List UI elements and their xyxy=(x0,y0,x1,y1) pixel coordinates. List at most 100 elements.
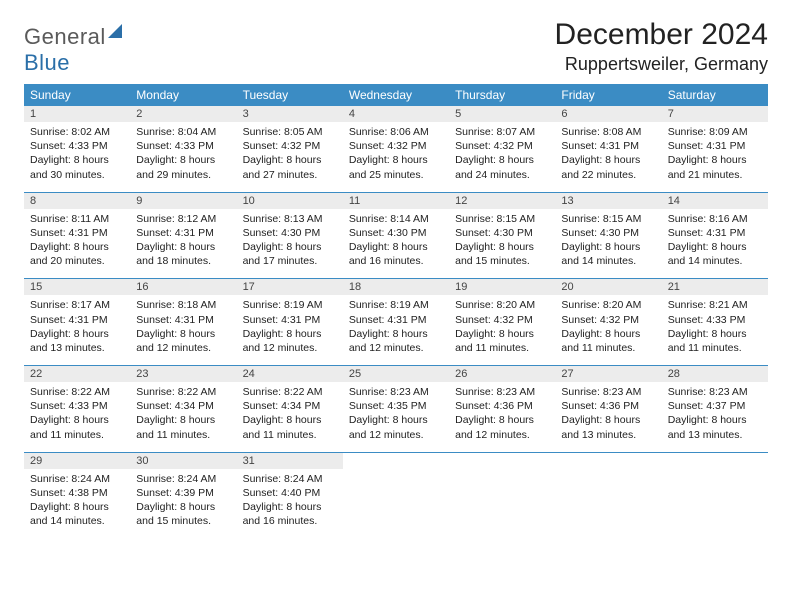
dow-cell: Sunday xyxy=(24,84,130,106)
sunset-text: Sunset: 4:38 PM xyxy=(30,486,124,500)
day-details: Sunrise: 8:12 AMSunset: 4:31 PMDaylight:… xyxy=(130,209,236,279)
dow-row: SundayMondayTuesdayWednesdayThursdayFrid… xyxy=(24,84,768,106)
sunrise-text: Sunrise: 8:22 AM xyxy=(30,385,124,399)
detail-row: Sunrise: 8:17 AMSunset: 4:31 PMDaylight:… xyxy=(24,295,768,365)
sunset-text: Sunset: 4:34 PM xyxy=(243,399,337,413)
day-number: 22 xyxy=(24,366,130,383)
dow-cell: Saturday xyxy=(662,84,768,106)
day-details: Sunrise: 8:19 AMSunset: 4:31 PMDaylight:… xyxy=(343,295,449,365)
daylight-text-2: and 12 minutes. xyxy=(455,428,549,442)
day-number xyxy=(662,452,768,469)
daylight-text-2: and 14 minutes. xyxy=(668,254,762,268)
day-details: Sunrise: 8:09 AMSunset: 4:31 PMDaylight:… xyxy=(662,122,768,192)
day-details: Sunrise: 8:21 AMSunset: 4:33 PMDaylight:… xyxy=(662,295,768,365)
daynum-row: 1234567 xyxy=(24,106,768,122)
daylight-text-1: Daylight: 8 hours xyxy=(30,327,124,341)
sunrise-text: Sunrise: 8:06 AM xyxy=(349,125,443,139)
day-details: Sunrise: 8:02 AMSunset: 4:33 PMDaylight:… xyxy=(24,122,130,192)
daylight-text-2: and 11 minutes. xyxy=(243,428,337,442)
sunrise-text: Sunrise: 8:17 AM xyxy=(30,298,124,312)
daylight-text-1: Daylight: 8 hours xyxy=(243,240,337,254)
daylight-text-1: Daylight: 8 hours xyxy=(243,327,337,341)
day-details: Sunrise: 8:13 AMSunset: 4:30 PMDaylight:… xyxy=(237,209,343,279)
sunrise-text: Sunrise: 8:09 AM xyxy=(668,125,762,139)
day-number: 23 xyxy=(130,366,236,383)
day-details: Sunrise: 8:15 AMSunset: 4:30 PMDaylight:… xyxy=(555,209,661,279)
daylight-text-1: Daylight: 8 hours xyxy=(136,153,230,167)
daylight-text-1: Daylight: 8 hours xyxy=(136,327,230,341)
daylight-text-2: and 13 minutes. xyxy=(30,341,124,355)
daylight-text-1: Daylight: 8 hours xyxy=(136,240,230,254)
sunrise-text: Sunrise: 8:23 AM xyxy=(349,385,443,399)
daylight-text-1: Daylight: 8 hours xyxy=(561,153,655,167)
daylight-text-1: Daylight: 8 hours xyxy=(561,240,655,254)
title-block: December 2024 Ruppertsweiler, Germany xyxy=(555,18,768,75)
sunrise-text: Sunrise: 8:19 AM xyxy=(349,298,443,312)
daylight-text-2: and 30 minutes. xyxy=(30,168,124,182)
daylight-text-2: and 22 minutes. xyxy=(561,168,655,182)
daylight-text-1: Daylight: 8 hours xyxy=(455,327,549,341)
day-details: Sunrise: 8:20 AMSunset: 4:32 PMDaylight:… xyxy=(449,295,555,365)
daylight-text-2: and 13 minutes. xyxy=(561,428,655,442)
daylight-text-1: Daylight: 8 hours xyxy=(136,413,230,427)
day-number: 6 xyxy=(555,106,661,122)
day-number: 27 xyxy=(555,366,661,383)
dow-cell: Wednesday xyxy=(343,84,449,106)
daylight-text-2: and 12 minutes. xyxy=(349,428,443,442)
day-details: Sunrise: 8:23 AMSunset: 4:35 PMDaylight:… xyxy=(343,382,449,452)
daylight-text-2: and 11 minutes. xyxy=(455,341,549,355)
sunset-text: Sunset: 4:32 PM xyxy=(455,313,549,327)
day-details: Sunrise: 8:24 AMSunset: 4:38 PMDaylight:… xyxy=(24,469,130,539)
daylight-text-1: Daylight: 8 hours xyxy=(455,413,549,427)
day-details: Sunrise: 8:16 AMSunset: 4:31 PMDaylight:… xyxy=(662,209,768,279)
daylight-text-1: Daylight: 8 hours xyxy=(30,240,124,254)
location-label: Ruppertsweiler, Germany xyxy=(555,54,768,75)
daylight-text-2: and 13 minutes. xyxy=(668,428,762,442)
sunrise-text: Sunrise: 8:11 AM xyxy=(30,212,124,226)
sunrise-text: Sunrise: 8:24 AM xyxy=(136,472,230,486)
sunset-text: Sunset: 4:33 PM xyxy=(30,399,124,413)
daynum-row: 293031 xyxy=(24,452,768,469)
daylight-text-2: and 11 minutes. xyxy=(30,428,124,442)
day-details xyxy=(449,469,555,539)
day-number: 31 xyxy=(237,452,343,469)
daylight-text-1: Daylight: 8 hours xyxy=(668,240,762,254)
sunset-text: Sunset: 4:31 PM xyxy=(668,139,762,153)
sunrise-text: Sunrise: 8:05 AM xyxy=(243,125,337,139)
daynum-row: 15161718192021 xyxy=(24,279,768,296)
daylight-text-2: and 15 minutes. xyxy=(455,254,549,268)
sunset-text: Sunset: 4:31 PM xyxy=(30,226,124,240)
day-details: Sunrise: 8:24 AMSunset: 4:39 PMDaylight:… xyxy=(130,469,236,539)
daynum-row: 22232425262728 xyxy=(24,366,768,383)
sunset-text: Sunset: 4:33 PM xyxy=(30,139,124,153)
brand-logo: General Blue xyxy=(24,18,122,76)
daylight-text-1: Daylight: 8 hours xyxy=(668,327,762,341)
brand-part1: General xyxy=(24,24,106,49)
dow-cell: Monday xyxy=(130,84,236,106)
daylight-text-2: and 16 minutes. xyxy=(243,514,337,528)
day-number: 9 xyxy=(130,192,236,209)
day-details: Sunrise: 8:22 AMSunset: 4:33 PMDaylight:… xyxy=(24,382,130,452)
sunrise-text: Sunrise: 8:24 AM xyxy=(243,472,337,486)
page-title: December 2024 xyxy=(555,18,768,52)
day-number: 16 xyxy=(130,279,236,296)
daylight-text-1: Daylight: 8 hours xyxy=(243,413,337,427)
day-number: 17 xyxy=(237,279,343,296)
daylight-text-1: Daylight: 8 hours xyxy=(668,413,762,427)
day-details: Sunrise: 8:23 AMSunset: 4:37 PMDaylight:… xyxy=(662,382,768,452)
day-number: 15 xyxy=(24,279,130,296)
day-number: 28 xyxy=(662,366,768,383)
sunrise-text: Sunrise: 8:21 AM xyxy=(668,298,762,312)
day-details: Sunrise: 8:15 AMSunset: 4:30 PMDaylight:… xyxy=(449,209,555,279)
sunset-text: Sunset: 4:31 PM xyxy=(668,226,762,240)
day-details: Sunrise: 8:18 AMSunset: 4:31 PMDaylight:… xyxy=(130,295,236,365)
day-details: Sunrise: 8:05 AMSunset: 4:32 PMDaylight:… xyxy=(237,122,343,192)
day-number: 11 xyxy=(343,192,449,209)
day-number: 14 xyxy=(662,192,768,209)
daylight-text-1: Daylight: 8 hours xyxy=(349,327,443,341)
daylight-text-2: and 25 minutes. xyxy=(349,168,443,182)
daylight-text-1: Daylight: 8 hours xyxy=(349,240,443,254)
sail-icon xyxy=(108,24,122,38)
sunrise-text: Sunrise: 8:15 AM xyxy=(455,212,549,226)
sunrise-text: Sunrise: 8:22 AM xyxy=(243,385,337,399)
